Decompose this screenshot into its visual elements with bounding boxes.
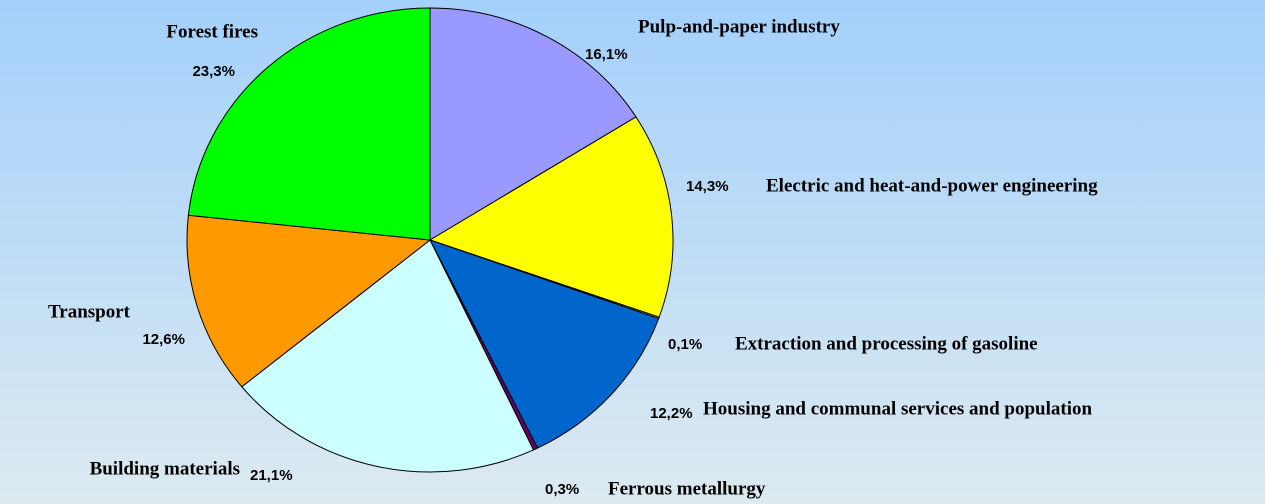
value-label: 14,3% [686,178,729,195]
category-label: Extraction and processing of gasoline [735,333,1038,354]
category-label: Ferrous metallurgy [608,478,766,499]
pie-slice [186,214,432,388]
value-label: 12,2% [650,405,693,422]
value-label: 21,1% [250,467,293,484]
category-label: Building materials [90,458,240,479]
value-label: 0,3% [545,481,579,498]
pie-slice [428,239,660,449]
pie-slice [428,116,674,318]
category-label: Pulp-and-paper industry [638,16,840,37]
category-label: Housing and communal services and popula… [703,398,1092,419]
category-label: Forest fires [166,21,258,42]
pie-slice [429,7,637,241]
pie-slice [187,7,431,241]
category-label: Electric and heat-and-power engineering [766,175,1098,196]
value-label: 16,1% [585,46,628,63]
value-label: 0,1% [668,336,702,353]
value-label: 23,3% [192,63,235,80]
category-label: Transport [48,301,131,322]
pie-slice [241,239,535,473]
value-label: 12,6% [142,331,185,348]
